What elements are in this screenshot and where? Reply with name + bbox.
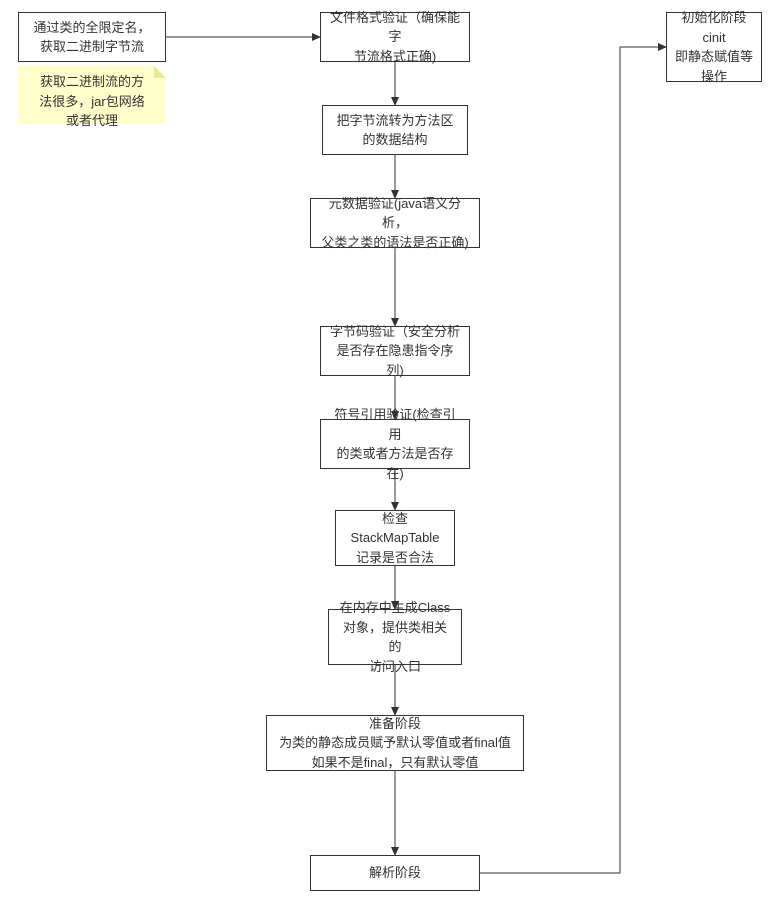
node-text: 把字节流转为方法区 的数据结构 [336,111,453,150]
note-text: 获取二进制流的方 法很多，jar包网络 或者代理 [26,72,158,131]
flowchart-node: 初始化阶段 cinit 即静态赋值等 操作 [666,12,762,82]
node-text: 检查 StackMapTable 记录是否合法 [351,509,440,568]
flowchart-node: 解析阶段 [310,855,480,891]
node-text: 准备阶段 为类的静态成员赋予默认零值或者final值 如果不是final，只有默… [279,714,511,773]
flowchart-node: 在内存中生成Class 对象，提供类相关的 访问入口 [328,609,462,665]
node-text: 文件格式验证（确保能字 节流格式正确) [329,8,461,67]
flowchart-node: 文件格式验证（确保能字 节流格式正确) [320,12,470,62]
node-text: 符号引用验证(检查引用 的类或者方法是否存在) [329,405,461,483]
flowchart-note: 获取二进制流的方 法很多，jar包网络 或者代理 [18,66,166,124]
node-text: 在内存中生成Class 对象，提供类相关的 访问入口 [337,598,453,676]
flowchart-node: 通过类的全限定名， 获取二进制字节流 [18,12,166,62]
flowchart-node: 准备阶段 为类的静态成员赋予默认零值或者final值 如果不是final，只有默… [266,715,524,771]
flowchart-node: 检查 StackMapTable 记录是否合法 [335,510,455,566]
flowchart-node: 元数据验证(java语义分析， 父类之类的语法是否正确) [310,198,480,248]
node-text: 通过类的全限定名， 获取二进制字节流 [33,18,150,57]
flowchart-node: 把字节流转为方法区 的数据结构 [322,105,468,155]
node-text: 元数据验证(java语义分析， 父类之类的语法是否正确) [319,194,471,253]
node-text: 字节码验证（安全分析 是否存在隐患指令序列) [329,322,461,381]
flowchart-node: 字节码验证（安全分析 是否存在隐患指令序列) [320,326,470,376]
flowchart-node: 符号引用验证(检查引用 的类或者方法是否存在) [320,419,470,469]
node-text: 初始化阶段 cinit 即静态赋值等 操作 [675,8,753,86]
node-text: 解析阶段 [369,863,421,883]
